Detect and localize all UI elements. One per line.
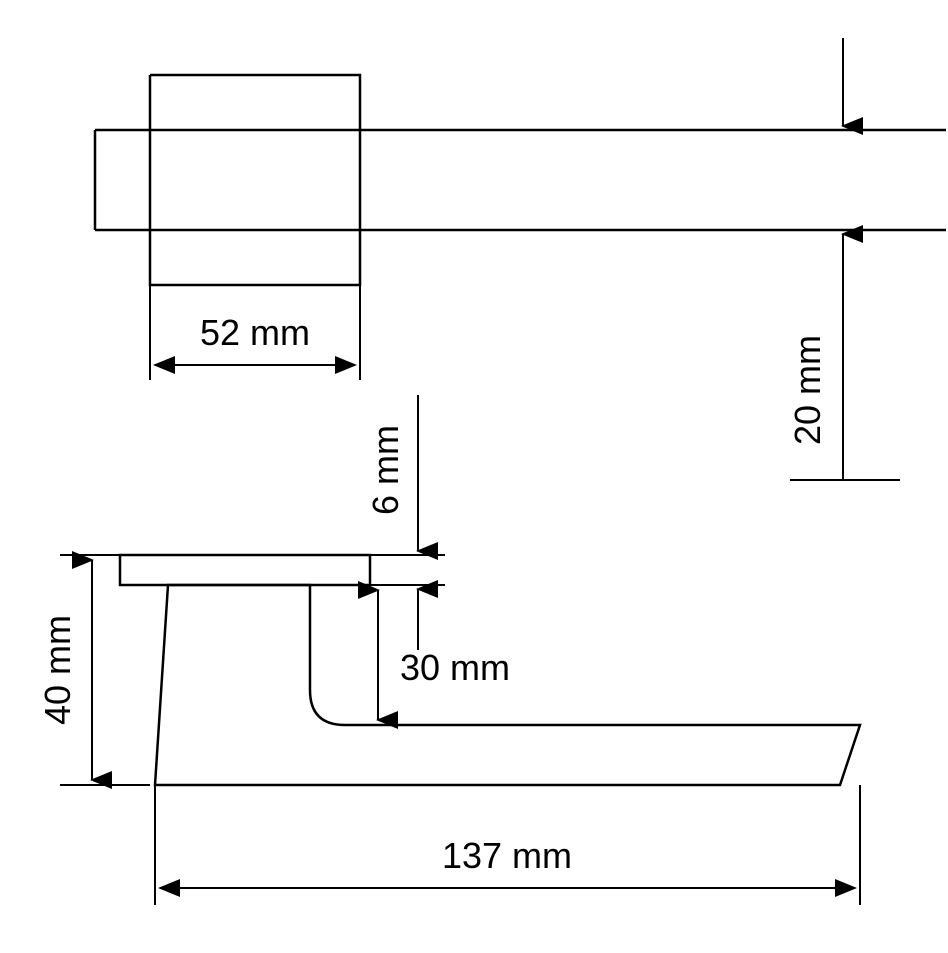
dim-6mm-label: 6 mm [365,425,406,515]
top-block-upper [150,75,360,130]
dim-30mm-label: 30 mm [400,647,510,688]
technical-drawing: 52 mm 20 mm 6 mm 30 mm 40 mm [0,0,948,953]
dim-52mm-label: 52 mm [200,312,310,353]
dim-20mm: 20 mm [787,38,900,480]
rosette-plate [120,555,370,585]
top-bar-outline [95,130,946,230]
top-view [95,75,946,285]
dim-30mm: 30 mm [370,585,510,720]
dim-52mm: 52 mm [150,285,360,380]
dim-137mm: 137 mm [155,785,860,905]
dim-40mm: 40 mm [37,555,150,785]
dim-20mm-label: 20 mm [787,335,828,445]
top-block-lower [150,230,360,285]
dim-40mm-label: 40 mm [37,615,78,725]
dim-137mm-label: 137 mm [442,835,572,876]
